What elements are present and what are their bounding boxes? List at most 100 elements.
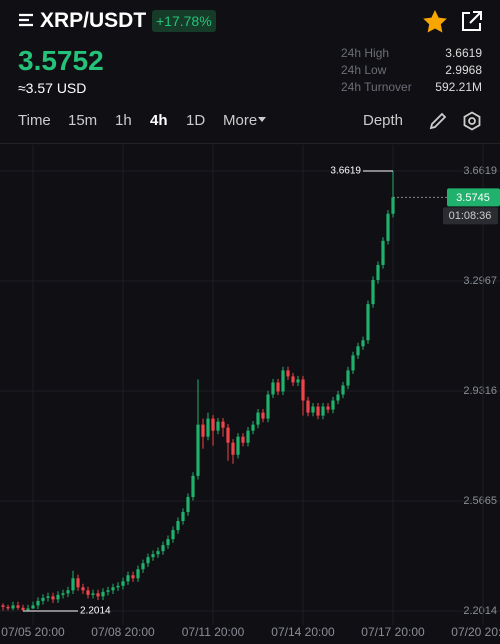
dropdown-arrow	[258, 117, 266, 122]
candle-body	[191, 475, 195, 497]
candle-body	[71, 578, 75, 591]
current-price-tag	[447, 188, 500, 207]
candle-body	[111, 587, 115, 591]
draw-icon[interactable]	[428, 111, 448, 131]
candle-body	[216, 421, 220, 431]
usd-price: ≈3.57 USD	[18, 80, 87, 96]
stat-label: 24h High	[341, 46, 390, 60]
candle-body	[156, 551, 160, 555]
y-tick-label: 2.9316	[463, 385, 497, 397]
candle-body	[221, 421, 225, 428]
candle-body	[106, 590, 110, 592]
candle-body	[201, 424, 205, 437]
x-tick-label: 07/14 20:00	[271, 625, 335, 639]
candle-body	[176, 521, 180, 531]
share-icon[interactable]	[460, 10, 484, 32]
x-tick-label: 07/11 20:00	[182, 625, 245, 639]
interval-tab[interactable]: Time	[18, 112, 51, 129]
x-tick-label: 07/17 20:00	[361, 625, 425, 639]
stat-label: 24h Turnover	[341, 80, 412, 94]
candle-body	[56, 594, 60, 600]
candle-body	[196, 424, 200, 476]
candle-body	[361, 340, 365, 347]
settings-icon[interactable]	[462, 111, 482, 131]
candle-body	[236, 436, 240, 455]
candle-body	[146, 557, 150, 564]
change-badge: +17.78%	[152, 10, 216, 32]
candle-body	[81, 587, 85, 591]
candle-body	[131, 575, 135, 579]
stat-value: 3.6619	[445, 46, 482, 60]
y-tick-label: 3.6619	[463, 165, 497, 177]
candle-body	[251, 424, 255, 431]
candle-body	[306, 400, 310, 413]
candle-body	[256, 412, 260, 425]
candle-body	[46, 596, 50, 598]
candle-body	[281, 370, 285, 392]
candle-body	[141, 563, 145, 570]
candle-body	[276, 382, 280, 392]
candle-body	[271, 382, 275, 395]
candle-body	[266, 394, 270, 419]
y-tick-label: 3.2967	[463, 275, 497, 287]
interval-tab[interactable]: 4h	[150, 112, 168, 129]
countdown-label: 01:08:36	[449, 210, 492, 222]
candle-body	[36, 600, 40, 606]
favorite-star[interactable]	[422, 9, 448, 33]
countdown-tag	[443, 207, 498, 225]
current-price-label: 3.5745	[456, 192, 490, 204]
interval-tab[interactable]: 15m	[68, 112, 98, 129]
menu-icon[interactable]	[18, 13, 34, 27]
candle-body	[121, 581, 125, 586]
y-tick-label: 2.2014	[463, 605, 497, 617]
interval-tab[interactable]: 1h	[115, 112, 132, 129]
candle-body	[291, 376, 295, 383]
candle-body	[136, 569, 140, 579]
candle-body	[296, 379, 300, 383]
candle-body	[286, 370, 290, 377]
candle-body	[66, 590, 70, 594]
candle-body	[21, 607, 25, 610]
x-tick-label: 07/20 20:00	[451, 625, 500, 639]
candle-body	[376, 264, 380, 281]
candle-body	[76, 578, 80, 588]
candle-body	[161, 545, 165, 552]
candle-body	[301, 379, 305, 401]
candle-body	[341, 385, 345, 395]
interval-tab[interactable]: More	[223, 112, 258, 129]
candle-body	[326, 406, 330, 410]
x-tick-label: 07/08 20:00	[91, 625, 155, 639]
candle-body	[316, 406, 320, 416]
candle-body	[206, 418, 210, 437]
y-tick-label: 2.5665	[463, 495, 497, 507]
candle-body	[336, 394, 340, 401]
candle-body	[241, 436, 245, 443]
depth-tab[interactable]: Depth	[363, 112, 404, 129]
candle-body	[116, 585, 120, 588]
stat-label: 24h Low	[341, 63, 387, 77]
candle-body	[61, 593, 65, 595]
candle-body	[346, 370, 350, 386]
candle-body	[366, 304, 370, 341]
candle-body	[51, 596, 55, 600]
high-marker-label: 3.6619	[330, 166, 361, 177]
candle-body	[41, 597, 45, 601]
candle-body	[391, 197, 395, 214]
candle-body	[1, 605, 5, 607]
candle-body	[171, 530, 175, 540]
candle-body	[386, 213, 390, 241]
candle-body	[321, 406, 325, 416]
candle-body	[311, 406, 315, 413]
candle-body	[166, 539, 170, 546]
candle-body	[226, 427, 230, 443]
candle-body	[246, 430, 250, 443]
candle-body	[186, 496, 190, 512]
low-marker-label: 2.2014	[80, 606, 111, 617]
candle-body	[101, 591, 105, 597]
candle-body	[356, 346, 360, 356]
candle-body	[351, 355, 355, 371]
candle-body	[211, 418, 215, 431]
interval-tab[interactable]: 1D	[186, 112, 206, 129]
candle-body	[96, 593, 100, 597]
candle-body	[91, 593, 95, 595]
